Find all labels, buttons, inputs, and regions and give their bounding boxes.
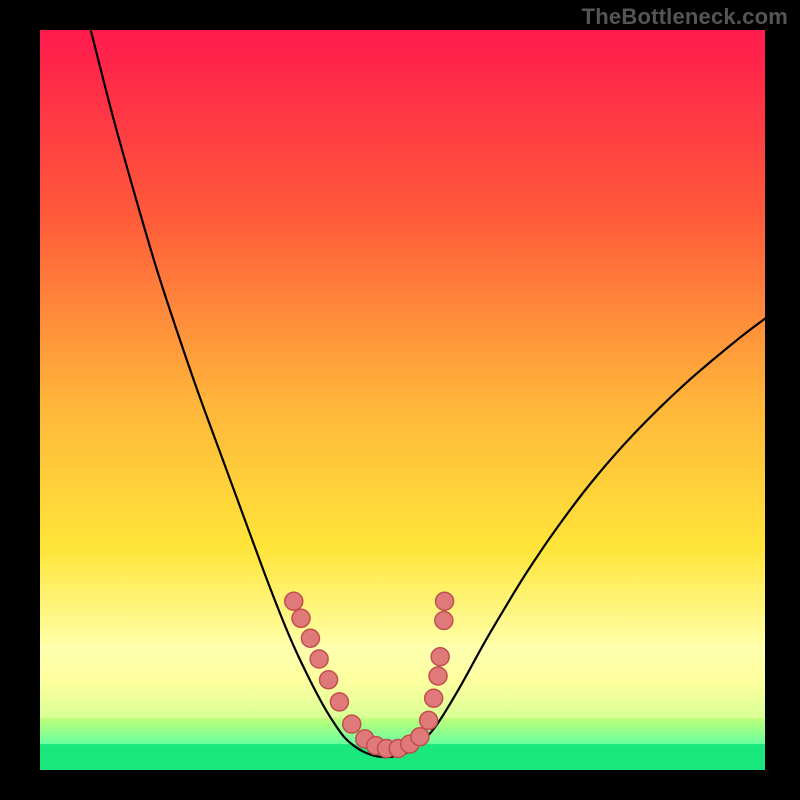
marker-dot [301, 629, 319, 647]
marker-dot [435, 612, 453, 630]
marker-dot [436, 592, 454, 610]
chart-container: TheBottleneck.com [0, 0, 800, 800]
marker-dot [292, 609, 310, 627]
marker-dot [425, 689, 443, 707]
marker-dot [310, 650, 328, 668]
plot-area [40, 30, 765, 770]
marker-dot [411, 728, 429, 746]
marker-dot [330, 693, 348, 711]
marker-dot [431, 648, 449, 666]
bottleneck-chart-svg [40, 30, 765, 770]
marker-dot [429, 667, 447, 685]
marker-dot [320, 671, 338, 689]
marker-dot [420, 711, 438, 729]
watermark-text: TheBottleneck.com [582, 4, 788, 30]
marker-dot [285, 592, 303, 610]
pale-band [40, 644, 765, 718]
marker-dot [343, 715, 361, 733]
